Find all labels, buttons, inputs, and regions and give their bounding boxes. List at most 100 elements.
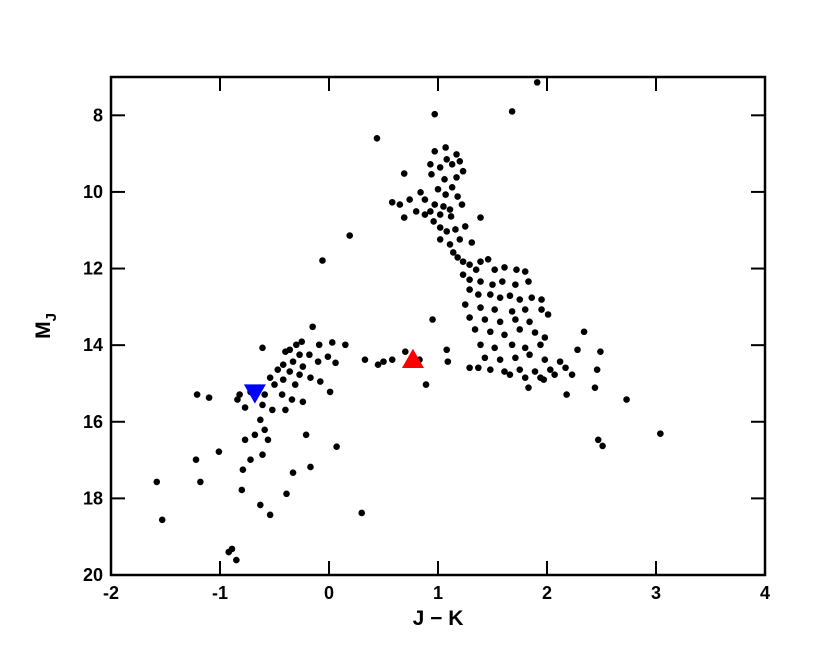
point: [657, 430, 664, 437]
point: [346, 232, 354, 239]
point: [269, 406, 276, 414]
point: [271, 381, 278, 388]
point: [452, 226, 459, 233]
point: [431, 201, 439, 208]
point: [247, 456, 254, 463]
point: [374, 361, 382, 368]
y-axis-label-main: M: [32, 321, 55, 339]
point: [487, 328, 494, 336]
point: [501, 331, 508, 339]
point: [531, 329, 539, 336]
point: [487, 291, 494, 298]
point: [436, 164, 444, 171]
point: [421, 196, 429, 203]
x-tick-label: 1: [433, 583, 443, 603]
point: [225, 548, 233, 556]
point: [421, 211, 429, 218]
point: [443, 228, 451, 235]
point: [453, 151, 460, 158]
x-tick-label: 4: [760, 583, 770, 603]
point: [563, 391, 570, 398]
point: [430, 218, 437, 225]
point: [402, 348, 409, 355]
point: [447, 213, 455, 220]
point: [454, 193, 461, 200]
point: [241, 404, 249, 411]
point: [477, 258, 484, 265]
point: [458, 201, 466, 208]
point: [481, 354, 489, 362]
point: [298, 338, 306, 346]
point: [521, 344, 529, 352]
point: [544, 311, 552, 318]
point: [158, 516, 166, 524]
point: [234, 396, 241, 403]
point: [599, 442, 606, 450]
point: [623, 396, 630, 403]
point: [282, 406, 289, 414]
point: [431, 110, 439, 118]
point: [461, 223, 469, 230]
point: [496, 318, 504, 326]
point: [525, 278, 532, 285]
point: [456, 236, 464, 243]
point: [259, 451, 266, 459]
point: [593, 366, 601, 373]
point: [459, 271, 467, 278]
point: [461, 301, 469, 308]
point: [427, 208, 434, 215]
point: [477, 214, 484, 221]
point: [259, 401, 266, 409]
point: [236, 391, 243, 398]
point: [446, 206, 454, 213]
point: [259, 344, 266, 352]
point: [513, 266, 520, 273]
point: [299, 398, 307, 406]
point: [516, 326, 524, 333]
point: [459, 258, 467, 265]
point: [491, 344, 498, 352]
point: [541, 356, 549, 364]
point: [333, 443, 340, 450]
point: [436, 211, 444, 218]
point: [506, 292, 514, 300]
point: [291, 381, 299, 388]
point: [516, 296, 524, 303]
point: [516, 366, 524, 373]
point: [496, 356, 504, 364]
point: [427, 161, 434, 168]
point: [594, 436, 602, 444]
point: [448, 161, 456, 168]
point: [466, 261, 473, 269]
point: [546, 366, 554, 373]
plot-frame: [109, 75, 767, 577]
point: [526, 318, 533, 326]
point: [533, 79, 541, 86]
point: [233, 556, 240, 564]
point: [466, 276, 473, 283]
point: [551, 371, 558, 378]
point: [283, 490, 290, 498]
point: [429, 316, 436, 323]
point: [508, 108, 516, 115]
point: [193, 391, 201, 398]
point: [436, 236, 444, 243]
point: [388, 356, 396, 364]
point: [496, 294, 504, 301]
x-tick-label: 3: [651, 583, 661, 603]
point: [508, 308, 516, 315]
point: [442, 144, 449, 151]
point: [484, 256, 492, 263]
point: [289, 358, 297, 365]
point: [417, 189, 424, 196]
point: [443, 346, 451, 354]
point: [266, 374, 274, 382]
point: [528, 294, 536, 301]
point: [266, 511, 274, 519]
point: [477, 304, 484, 311]
point: [521, 268, 529, 275]
point: [422, 381, 430, 388]
y-tick-label: 10: [83, 182, 103, 202]
point: [512, 281, 519, 288]
